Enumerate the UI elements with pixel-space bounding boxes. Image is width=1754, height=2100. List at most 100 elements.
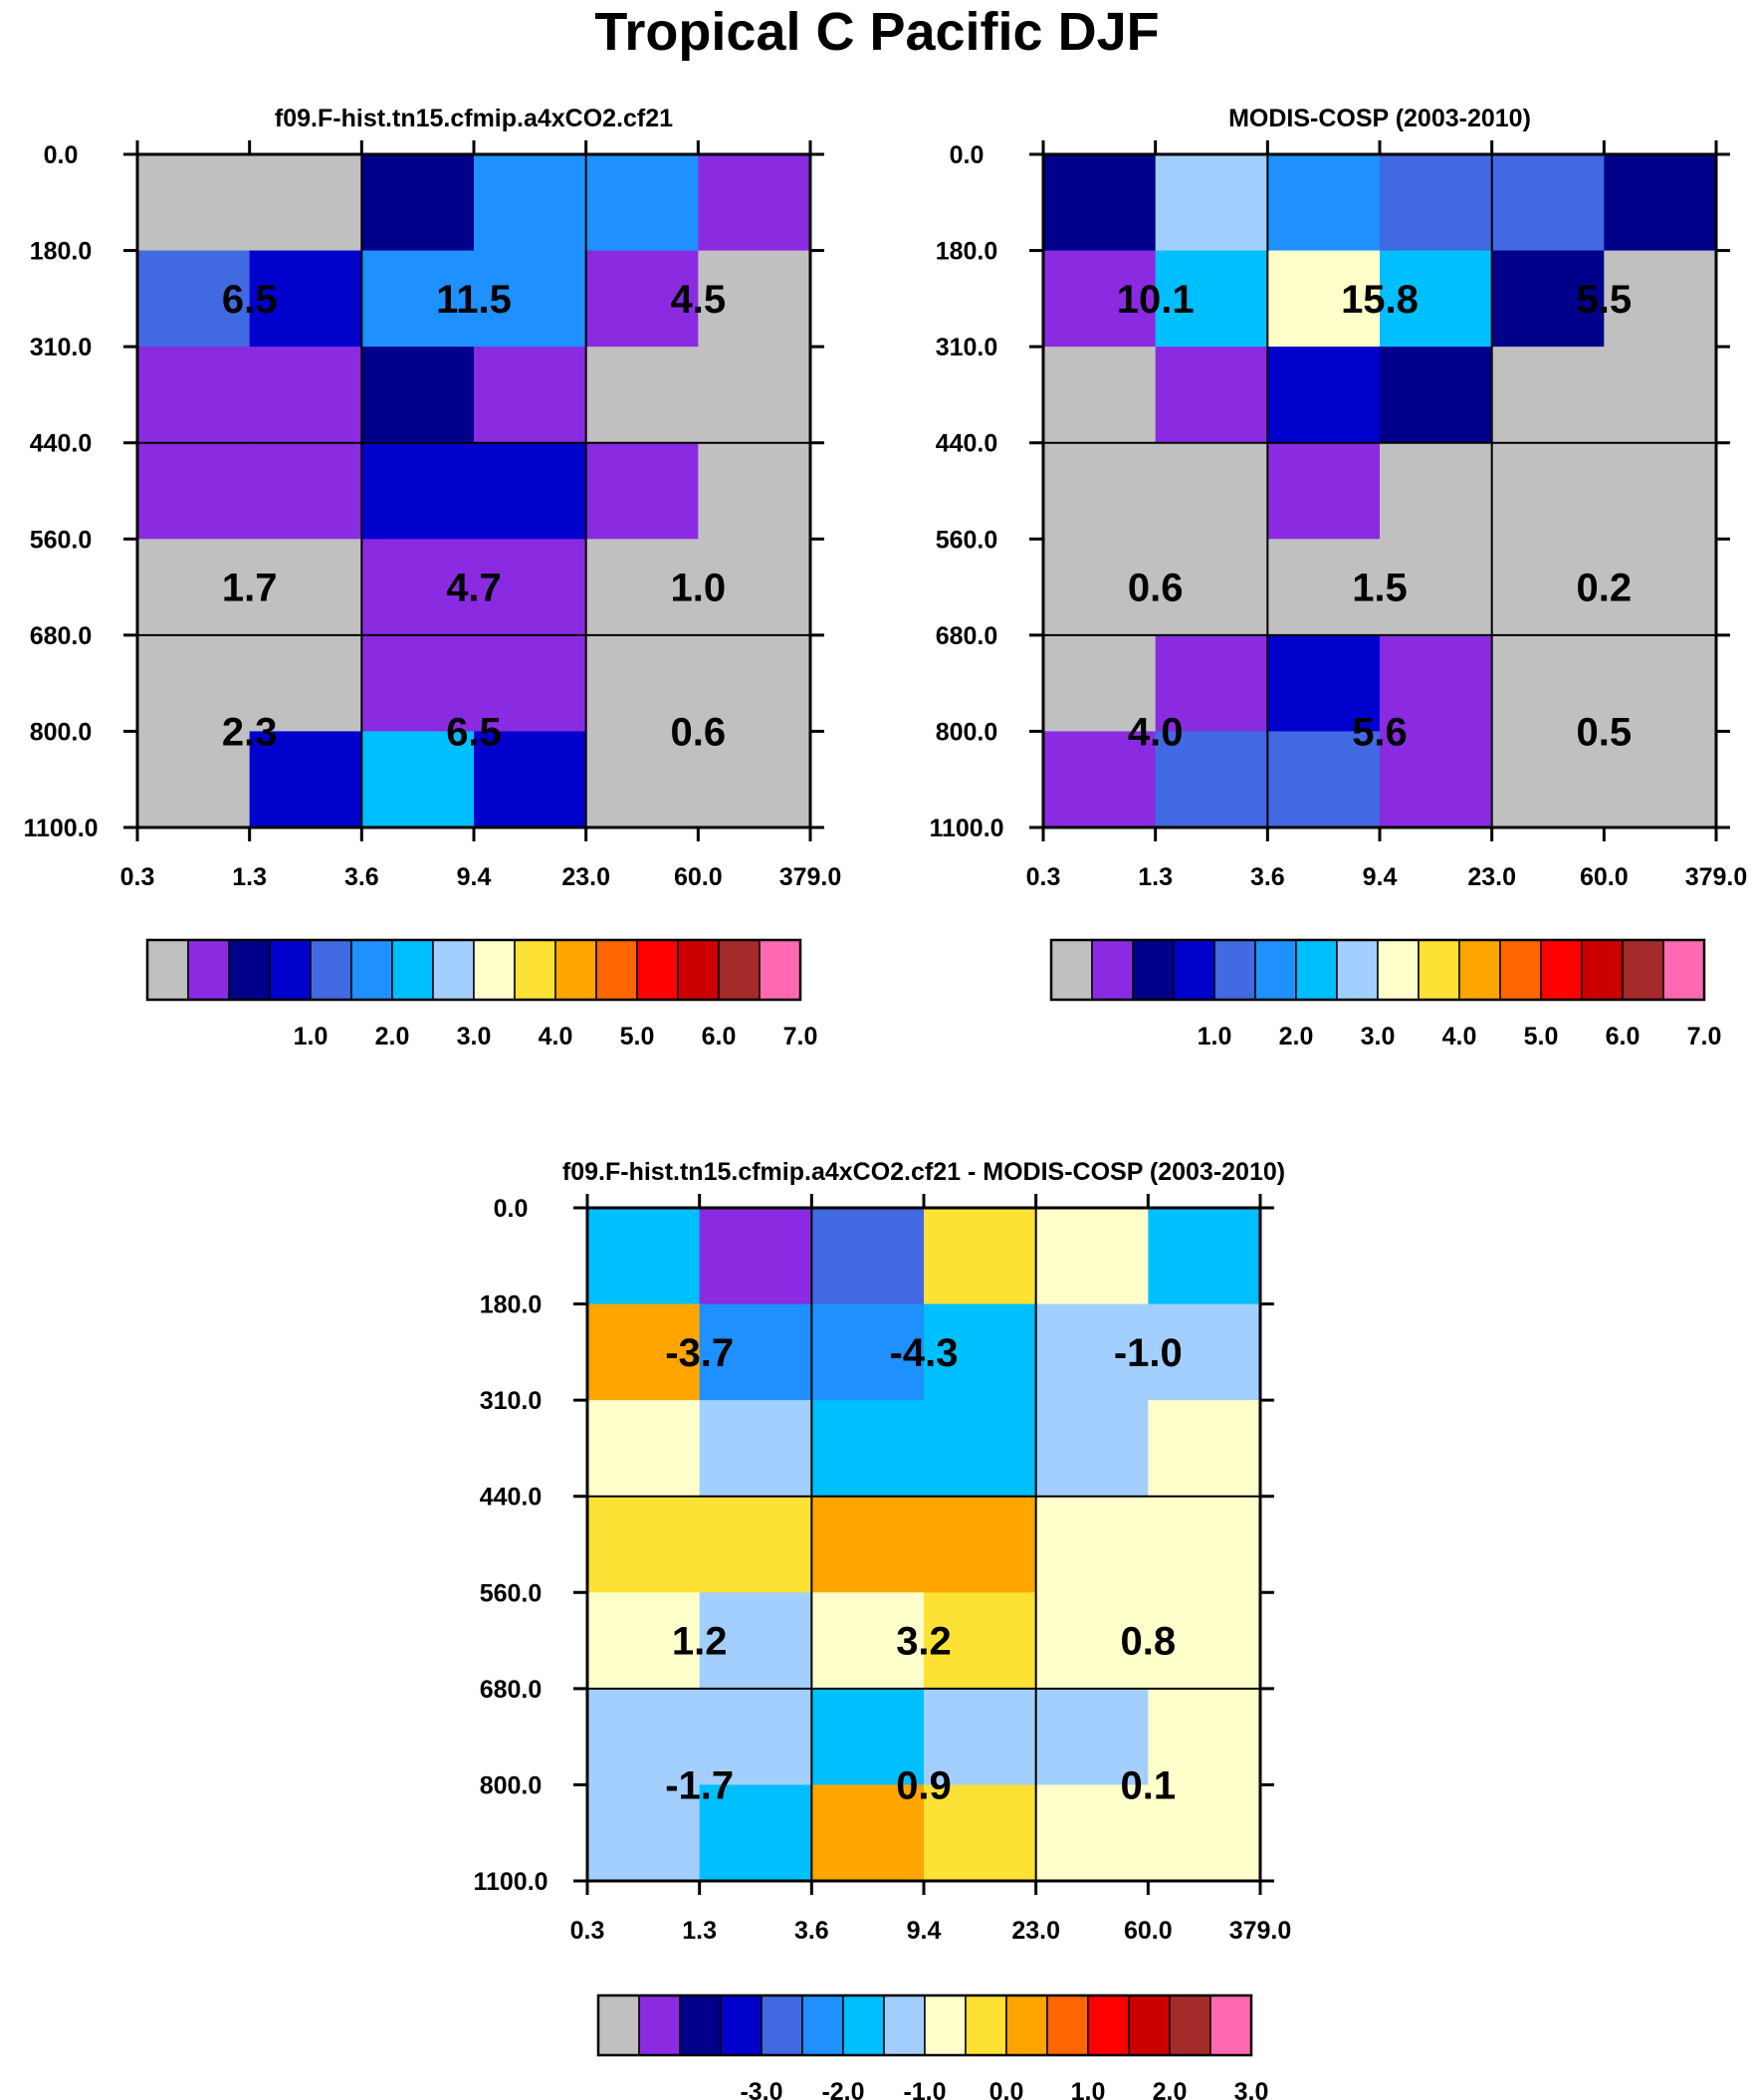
heatmap-cell <box>137 154 251 252</box>
colorbar-label: 1.0 <box>1071 2078 1106 2100</box>
block-value-label: 0.6 <box>671 710 727 754</box>
block-value-label: 6.5 <box>222 278 278 322</box>
heatmap-cell <box>1491 731 1605 828</box>
colorbar-label: 2.0 <box>1279 1023 1314 1050</box>
x-tick-label: 1.3 <box>1138 863 1173 891</box>
x-tick-label: 60.0 <box>1124 1917 1173 1945</box>
x-tick-label: 23.0 <box>1011 1917 1060 1945</box>
x-tick-label: 60.0 <box>1580 863 1629 891</box>
main-title: Tropical C Pacific DJF <box>594 2 1160 62</box>
block-value-label: 4.0 <box>1128 710 1184 754</box>
colorbar-swatch <box>514 939 556 1001</box>
colorbar-label: 6.0 <box>1606 1023 1641 1050</box>
y-tick-label: 0.0 <box>950 141 985 169</box>
colorbar-label: 7.0 <box>1687 1023 1722 1050</box>
colorbar-label: 4.0 <box>539 1023 573 1050</box>
heatmap-cell <box>587 1496 701 1593</box>
block-value-label: 4.5 <box>671 278 727 322</box>
colorbar-swatch <box>965 1994 1007 2056</box>
heatmap-cell <box>585 634 699 732</box>
heatmap-cell <box>1380 442 1493 540</box>
heatmap-cell <box>587 1303 701 1401</box>
heatmap-cell <box>1035 1592 1149 1690</box>
colorbar-label: 3.0 <box>1361 1023 1396 1050</box>
y-tick-label: 180.0 <box>480 1291 543 1319</box>
heatmap-cell <box>137 539 251 636</box>
heatmap-cell <box>1155 634 1268 732</box>
colorbar-swatch <box>761 1994 803 2056</box>
colorbar-swatch <box>1254 939 1297 1001</box>
block-value-label: 11.5 <box>436 278 512 322</box>
chart-panel-2: MODIS-COSP (2003-2010) 10.1 15.8 5.5 0.6 1.5 0… <box>929 105 1747 1050</box>
y-tick-label: 0.0 <box>44 141 79 169</box>
colorbar-swatch <box>1377 939 1420 1001</box>
heatmap-cell <box>249 634 362 732</box>
heatmap-cell <box>1604 250 1717 348</box>
block-value-label: 4.7 <box>446 567 502 610</box>
y-tick-label: 800.0 <box>30 718 93 746</box>
colorbar-swatch <box>1418 939 1460 1001</box>
heatmap-cell <box>699 1208 812 1305</box>
colorbar-swatch <box>1132 939 1175 1001</box>
colorbar-label: 5.0 <box>1524 1023 1559 1050</box>
x-tick-label: 0.3 <box>570 1917 605 1945</box>
block-value-label: 0.5 <box>1577 710 1633 754</box>
colorbar-swatch <box>554 939 597 1001</box>
heatmap-cell <box>811 1784 925 1882</box>
heatmap-cell <box>474 250 587 348</box>
heatmap-cell <box>1148 1496 1261 1593</box>
colorbar-swatch <box>1581 939 1624 1001</box>
heatmap-cell <box>924 1592 1037 1690</box>
heatmap-cell <box>361 442 475 540</box>
heatmap-cell <box>1267 731 1381 828</box>
heatmap-cell <box>587 1208 701 1305</box>
heatmap-cell <box>811 1592 925 1690</box>
x-tick-label: 1.3 <box>682 1917 717 1945</box>
y-tick-label: 1100.0 <box>23 815 98 842</box>
colorbar-frame <box>1049 938 1706 1002</box>
y-tick-label: 560.0 <box>30 526 93 554</box>
y-tick-label: 180.0 <box>30 238 93 266</box>
colorbar-swatch <box>1046 1994 1089 2056</box>
heatmap-cell <box>698 347 811 444</box>
heatmap-cell <box>585 250 699 348</box>
x-tick-label: 379.0 <box>779 863 842 891</box>
x-tick-label: 3.6 <box>794 1917 829 1945</box>
colorbar: -3.0 -2.0 -1.0 0.0 1.0 2.0 3.0 <box>596 1993 1268 2100</box>
heatmap-cell <box>361 250 475 348</box>
heatmap-cell <box>698 634 811 732</box>
heatmap-cell <box>1155 154 1268 252</box>
heatmap-cell <box>1604 154 1717 252</box>
colorbar-swatch <box>1295 939 1338 1001</box>
heatmap-cell <box>1267 442 1381 540</box>
heatmap-cell <box>1043 442 1157 540</box>
heatmap-cell <box>474 539 587 636</box>
heatmap-cell <box>1380 250 1493 348</box>
heatmap-cell <box>1267 250 1381 348</box>
heatmap-cell <box>249 347 362 444</box>
heatmap-cell <box>699 1784 812 1882</box>
x-tick-label: 9.4 <box>457 863 492 891</box>
colorbar-swatch <box>1050 939 1093 1001</box>
heatmap-cell <box>361 634 475 732</box>
heatmap-cell <box>1043 250 1157 348</box>
colorbar-swatch <box>1540 939 1583 1001</box>
block-value-label: 0.1 <box>1121 1763 1177 1807</box>
block-value-label: 5.5 <box>1577 278 1633 322</box>
colorbar-label: 7.0 <box>783 1023 818 1050</box>
colorbar-swatch <box>1169 1994 1211 2056</box>
y-tick-label: 1100.0 <box>473 1868 548 1896</box>
heatmap-cell <box>587 1592 701 1690</box>
colorbar-swatch <box>924 1994 967 2056</box>
heatmap-cell <box>1043 347 1157 444</box>
heatmap-cell <box>1491 250 1605 348</box>
heatmap-cell <box>1491 634 1605 732</box>
colorbar-swatch <box>1213 939 1256 1001</box>
heatmap-cell <box>249 154 362 252</box>
heatmap-cell <box>1604 634 1717 732</box>
colorbar-swatch <box>269 939 312 1001</box>
colorbar-swatch <box>432 939 475 1001</box>
heatmap-cell <box>1043 634 1157 732</box>
colorbar-label: -3.0 <box>740 2078 782 2100</box>
